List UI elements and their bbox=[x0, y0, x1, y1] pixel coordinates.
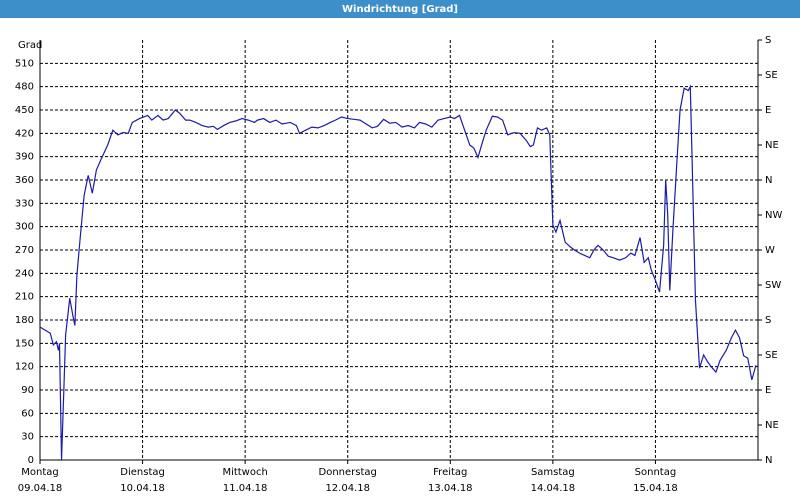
x-tick-label: 11.04.18 bbox=[223, 483, 268, 494]
y-axis-label: Grad bbox=[18, 40, 42, 51]
y2-tick-label: NW bbox=[765, 210, 782, 221]
y-tick-label: 210 bbox=[15, 292, 34, 303]
y-tick-label: 330 bbox=[15, 198, 34, 209]
x-tick-label: Montag bbox=[21, 467, 58, 478]
y2-tick-label: SE bbox=[765, 70, 778, 81]
y-tick-label: 450 bbox=[15, 105, 34, 116]
y-tick-label: 420 bbox=[15, 128, 34, 139]
y2-tick-label: SW bbox=[765, 280, 781, 291]
y-tick-label: 390 bbox=[15, 152, 34, 163]
y2-tick-label: NE bbox=[765, 140, 779, 151]
x-tick-label: 12.04.18 bbox=[325, 483, 370, 494]
x-tick-label: 09.04.18 bbox=[18, 483, 63, 494]
y2-tick-label: N bbox=[765, 455, 772, 466]
y2-tick-label: W bbox=[765, 245, 775, 256]
y-tick-label: 180 bbox=[15, 315, 34, 326]
y-tick-label: 300 bbox=[15, 222, 34, 233]
y2-tick-label: E bbox=[765, 385, 771, 396]
y2-tick-label: N bbox=[765, 175, 772, 186]
x-tick-label: Dienstag bbox=[120, 467, 165, 478]
y-tick-label: 480 bbox=[15, 82, 34, 93]
y-tick-label: 90 bbox=[21, 385, 34, 396]
data-line bbox=[39, 84, 757, 461]
x-tick-label: 13.04.18 bbox=[428, 483, 473, 494]
y-tick-label: 60 bbox=[21, 408, 34, 419]
x-tick-label: 14.04.18 bbox=[531, 483, 576, 494]
x-tick-label: Donnerstag bbox=[319, 467, 377, 478]
y2-tick-label: SE bbox=[765, 350, 778, 361]
x-tick-label: 10.04.18 bbox=[120, 483, 165, 494]
y-tick-label: 360 bbox=[15, 175, 34, 186]
x-tick-label: Sonntag bbox=[635, 467, 677, 478]
y-tick-label: 150 bbox=[15, 338, 34, 349]
y2-tick-label: NE bbox=[765, 420, 779, 431]
y2-tick-label: E bbox=[765, 105, 771, 116]
y-tick-label: 0 bbox=[28, 455, 34, 466]
y-tick-label: 510 bbox=[15, 58, 34, 69]
y-tick-label: 240 bbox=[15, 268, 34, 279]
x-tick-label: Mittwoch bbox=[222, 467, 267, 478]
chart-title: Windrichtung [Grad] bbox=[342, 4, 458, 15]
y2-tick-label: S bbox=[765, 35, 771, 46]
y-tick-label: 120 bbox=[15, 362, 34, 373]
y-tick-label: 30 bbox=[21, 432, 34, 443]
x-tick-label: 15.04.18 bbox=[633, 483, 678, 494]
y-tick-label: 270 bbox=[15, 245, 34, 256]
y2-tick-label: S bbox=[765, 315, 771, 326]
x-tick-label: Samstag bbox=[531, 467, 575, 478]
title-bar bbox=[0, 0, 800, 18]
x-tick-label: Freitag bbox=[433, 467, 467, 478]
